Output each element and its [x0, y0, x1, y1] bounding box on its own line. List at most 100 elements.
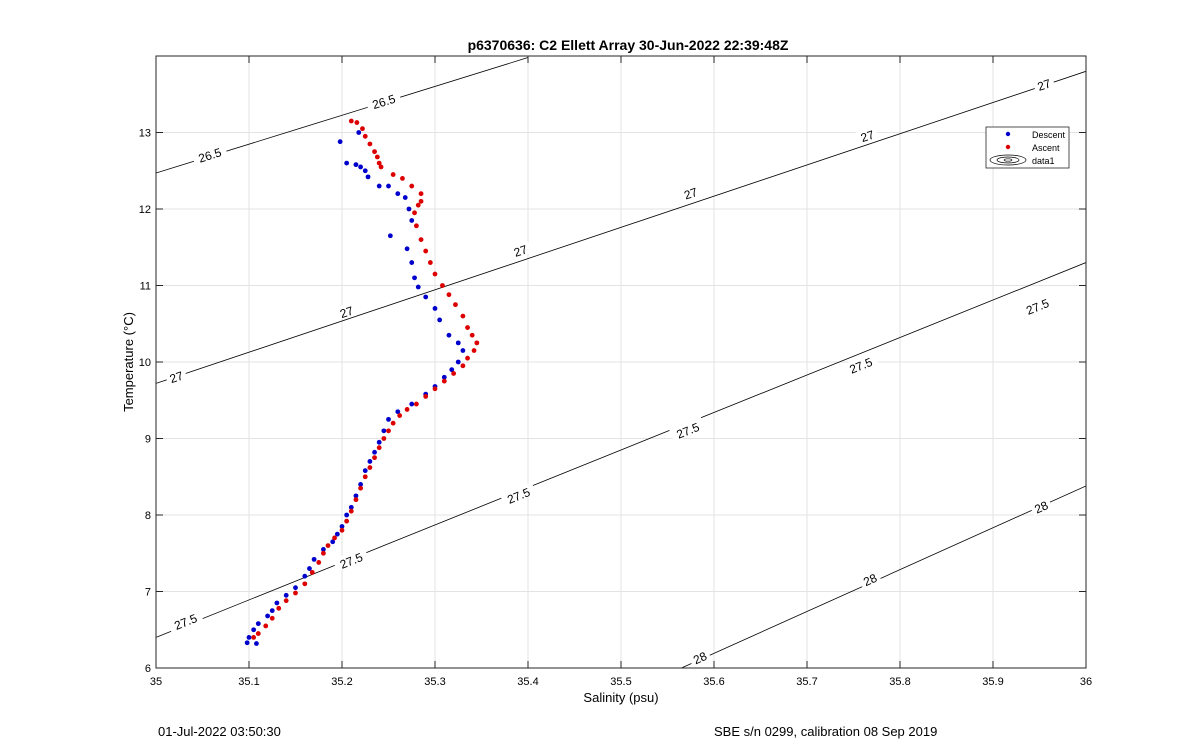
ascent-point — [460, 313, 466, 319]
descent-point — [251, 627, 257, 633]
ascent-point — [376, 160, 382, 166]
legend-ascent-label: Ascent — [1032, 143, 1060, 153]
contour-label: 28 — [691, 649, 709, 667]
contour-label: 28 — [861, 571, 879, 589]
ascent-point — [325, 543, 331, 548]
contour-label-bg — [678, 182, 702, 202]
x-axis-label: Salinity (psu) — [583, 690, 658, 705]
ascent-point — [440, 283, 445, 288]
descent-point — [362, 168, 368, 174]
descent-point — [337, 139, 343, 145]
descent-point — [321, 547, 326, 552]
descent-point — [307, 566, 312, 571]
ascent-point — [412, 210, 417, 216]
ascent-point — [381, 436, 387, 441]
contour-label-bg — [1028, 495, 1053, 517]
ascent-point — [276, 605, 282, 611]
ascent-point — [423, 394, 429, 399]
contour-label-bg — [191, 142, 228, 166]
x-tick-label: 35.4 — [517, 676, 538, 688]
x-tick-label: 35.6 — [703, 676, 724, 688]
density-contours — [156, 57, 1086, 668]
ascent-point — [441, 378, 447, 384]
contour-label: 27 — [338, 303, 355, 321]
descent-point — [460, 348, 466, 353]
descent-point — [334, 531, 340, 537]
descent-point — [365, 174, 371, 180]
descent-point — [302, 573, 308, 579]
ascent-point — [474, 340, 480, 346]
x-tick-label: 35 — [150, 676, 162, 688]
ascent-point — [309, 569, 315, 575]
y-tick-label: 7 — [145, 587, 151, 599]
ascent-point — [367, 465, 373, 470]
descent-point — [406, 206, 412, 212]
footer-timestamp: 01-Jul-2022 03:50:30 — [158, 724, 281, 739]
x-tick-label: 35.2 — [331, 676, 352, 688]
contour-label: 27 — [1036, 76, 1053, 94]
ascent-point — [386, 428, 391, 434]
ascent-point — [397, 413, 403, 418]
ascent-point — [453, 302, 458, 308]
descent-point — [348, 504, 354, 510]
contour-label: 27 — [512, 242, 529, 260]
ascent-point — [362, 474, 368, 480]
ascent-point — [418, 191, 424, 197]
ascent-point — [432, 386, 438, 392]
ascent-point — [362, 133, 368, 139]
descent-point — [344, 160, 350, 166]
ascent-point — [360, 126, 365, 132]
y-tick-label: 9 — [145, 434, 151, 446]
legend-data1-label: data1 — [1032, 156, 1055, 166]
descent-point — [283, 592, 289, 598]
legend-contour-icon — [989, 154, 1027, 166]
contour-label: 26.5 — [371, 92, 398, 112]
ascent-point — [353, 497, 359, 503]
contour-label: 27 — [168, 368, 185, 386]
contour-line — [681, 485, 1086, 668]
descent-point — [246, 635, 252, 640]
legend: Descent Ascent data1 — [985, 126, 1070, 169]
descent-point — [402, 195, 408, 200]
contour-line — [156, 262, 1086, 638]
descent-point — [376, 439, 382, 445]
descent-point — [269, 608, 275, 614]
contour-label-bg — [855, 125, 879, 145]
axis-ticks: 35 35.1 35.2 35.3 35.4 35.5 35.6 35.7 35.8 35.9 36… — [139, 56, 1092, 688]
ascent-point — [415, 202, 421, 208]
descent-point — [255, 621, 261, 627]
descent-point — [356, 130, 362, 135]
data-points — [244, 118, 480, 646]
ascent-point — [390, 420, 396, 426]
contour-label-bg — [365, 89, 402, 112]
x-tick-label: 35.1 — [238, 676, 259, 688]
ascent-point — [376, 445, 382, 451]
descent-point — [409, 260, 415, 265]
y-axis-label: Temperature (°C) — [121, 312, 136, 412]
descent-point — [386, 183, 391, 189]
descent-point — [455, 340, 461, 346]
contour-label-bg — [842, 352, 879, 377]
chart-title: p6370636: C2 Ellett Array 30-Jun-2022 22… — [468, 37, 789, 53]
descent-point — [344, 512, 350, 518]
descent-point — [455, 359, 461, 365]
y-tick-label: 10 — [139, 357, 151, 369]
descent-point — [265, 613, 270, 619]
legend-box — [985, 126, 1070, 169]
legend-ascent-marker — [1005, 144, 1011, 150]
ascent-point — [348, 118, 354, 124]
ascent-point — [418, 198, 424, 204]
descent-point — [311, 556, 317, 562]
ascent-point — [400, 176, 405, 181]
ascent-point — [418, 237, 424, 243]
ascent-point — [427, 260, 433, 265]
contour-label-bg — [687, 646, 712, 667]
ascent-point — [321, 550, 326, 556]
ascent-point — [354, 120, 360, 125]
ascent-point — [367, 141, 373, 147]
descent-point — [423, 294, 429, 300]
contour-label-bg — [499, 482, 537, 507]
x-tick-label: 36 — [1080, 676, 1092, 688]
x-tick-label: 35.8 — [889, 676, 910, 688]
ascent-point — [469, 332, 475, 338]
